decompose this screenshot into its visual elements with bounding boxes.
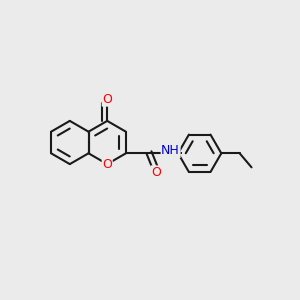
Text: O: O	[102, 158, 112, 171]
Text: O: O	[151, 166, 161, 179]
Text: NH: NH	[161, 144, 180, 158]
Text: O: O	[102, 93, 112, 106]
